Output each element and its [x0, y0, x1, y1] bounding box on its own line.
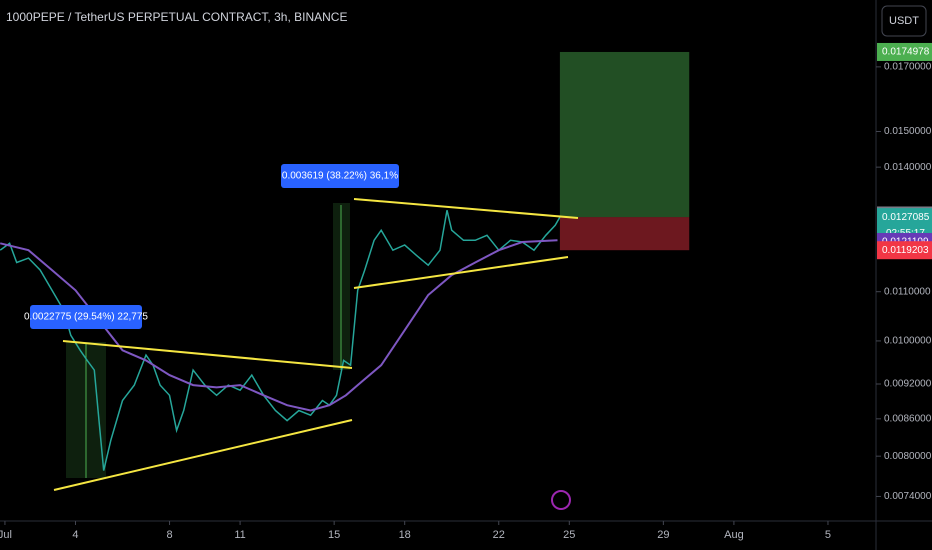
- y-tick-label: 0.0170000: [884, 62, 932, 73]
- x-tick-label: 11: [234, 529, 245, 541]
- x-tick-label: 29: [657, 529, 669, 541]
- x-tick-label: Jul: [0, 529, 12, 541]
- trendlines: [53, 198, 579, 491]
- plot: [0, 51, 690, 478]
- price-tag-label: 0.0127085: [882, 212, 930, 223]
- y-tick-label: 0.0110000: [884, 286, 931, 297]
- price-tag-label: 0.0174978: [882, 47, 930, 58]
- annotation: 0.003619 (38.22%) 36,1%: [282, 171, 398, 182]
- x-tick-label: 25: [563, 529, 575, 541]
- take-profit-zone: [559, 51, 690, 218]
- y-tick-label: 0.0086000: [884, 413, 932, 424]
- price-tag: [877, 241, 932, 260]
- trendline: [353, 256, 569, 289]
- y-tick-label: 0.0080000: [884, 451, 932, 462]
- y-tick-label: 0.0074000: [884, 491, 932, 502]
- series-line: [0, 210, 561, 471]
- y-tick-label: 0.0092000: [884, 379, 932, 390]
- event-icon[interactable]: [551, 490, 571, 510]
- trendline: [62, 340, 353, 369]
- annotation-box: [281, 164, 399, 188]
- currency-label: USDT: [889, 15, 919, 27]
- chart-title: 1000PEPE / TetherUS PERPETUAL CONTRACT, …: [6, 10, 347, 24]
- price-tag: [877, 42, 932, 61]
- x-tick-label: 15: [328, 529, 340, 541]
- currency-button[interactable]: [881, 5, 927, 37]
- x-tick-label: Aug: [724, 529, 744, 541]
- x-tick-label: 22: [493, 529, 505, 541]
- y-tick-label: 0.0100000: [884, 336, 932, 347]
- stop-loss-zone: [559, 217, 690, 251]
- y-tick-label: 0.0150000: [884, 126, 932, 137]
- y-tick-label: 0.0140000: [884, 162, 932, 173]
- trendline: [53, 419, 353, 491]
- x-tick-label: 5: [825, 529, 831, 541]
- x-tick-label: 4: [72, 529, 78, 541]
- annotation: 0.0022775 (29.54%) 22,775: [24, 312, 148, 323]
- x-tick-label: 8: [166, 529, 172, 541]
- annotation-box: [30, 305, 142, 329]
- price-tag-label: 0.0119203: [882, 245, 929, 256]
- x-tick-label: 18: [399, 529, 411, 541]
- trendline: [353, 198, 579, 219]
